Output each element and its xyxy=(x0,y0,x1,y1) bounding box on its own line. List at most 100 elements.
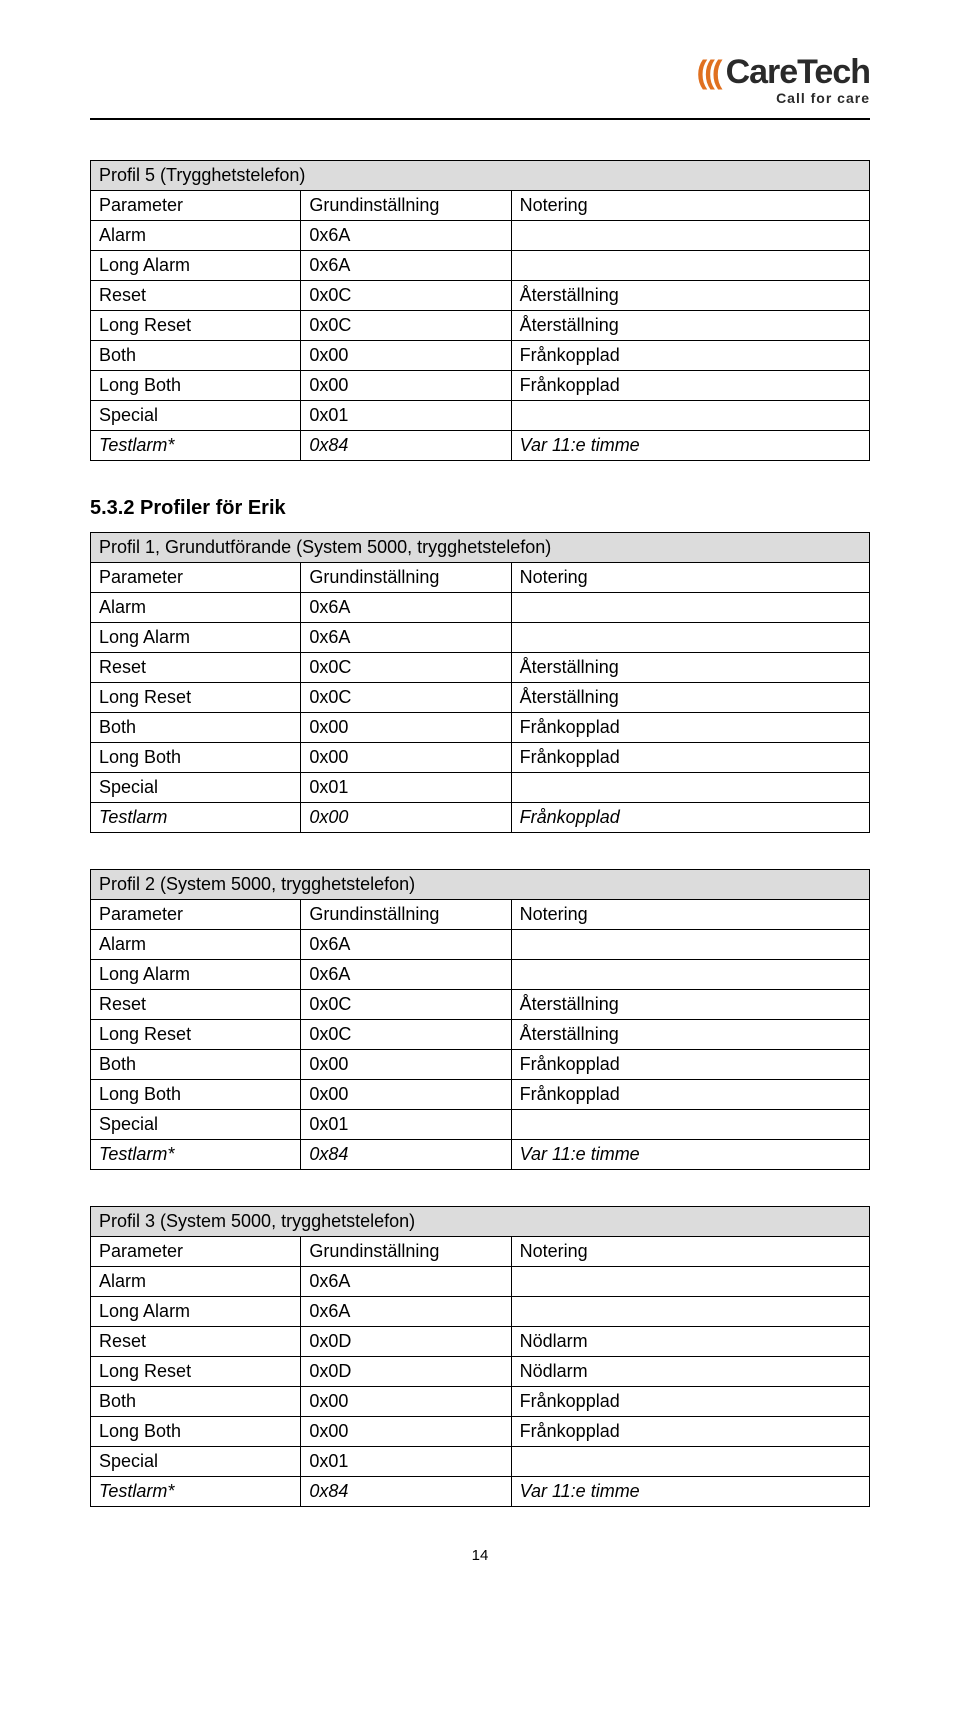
table-header-cell: Grundinställning xyxy=(301,900,511,930)
table-row: Long Alarm0x6A xyxy=(91,1297,870,1327)
param-cell: Both xyxy=(91,1050,301,1080)
value-cell: 0x00 xyxy=(301,743,511,773)
param-cell: Special xyxy=(91,773,301,803)
value-cell: 0x00 xyxy=(301,1417,511,1447)
param-cell: Alarm xyxy=(91,1267,301,1297)
table-header-row: ParameterGrundinställningNotering xyxy=(91,900,870,930)
param-cell: Long Alarm xyxy=(91,960,301,990)
param-cell: Long Reset xyxy=(91,311,301,341)
note-cell xyxy=(511,1267,869,1297)
note-cell xyxy=(511,1297,869,1327)
table-row: Reset0x0DNödlarm xyxy=(91,1327,870,1357)
logo-waves-icon: ((( xyxy=(697,54,720,91)
table-row: Testlarm*0x84Var 11:e timme xyxy=(91,1477,870,1507)
value-cell: 0x6A xyxy=(301,221,511,251)
table-header-cell: Parameter xyxy=(91,563,301,593)
table-row: Alarm0x6A xyxy=(91,1267,870,1297)
param-cell: Long Both xyxy=(91,1080,301,1110)
note-cell xyxy=(511,960,869,990)
param-cell: Reset xyxy=(91,990,301,1020)
profile-table: Profil 2 (System 5000, trygghetstelefon)… xyxy=(90,869,870,1170)
section-heading: 5.3.2 Profiler för Erik xyxy=(90,497,870,520)
value-cell: 0x6A xyxy=(301,593,511,623)
param-cell: Both xyxy=(91,1387,301,1417)
table-row: Long Alarm0x6A xyxy=(91,623,870,653)
table-title: Profil 2 (System 5000, trygghetstelefon) xyxy=(91,870,870,900)
note-cell xyxy=(511,623,869,653)
param-cell: Special xyxy=(91,1447,301,1477)
note-cell: Återställning xyxy=(511,653,869,683)
table-row: Both0x00Frånkopplad xyxy=(91,713,870,743)
table-row: Testlarm0x00Frånkopplad xyxy=(91,803,870,833)
table-header-cell: Parameter xyxy=(91,900,301,930)
value-cell: 0x6A xyxy=(301,1267,511,1297)
note-cell xyxy=(511,1447,869,1477)
param-cell: Long Alarm xyxy=(91,1297,301,1327)
param-cell: Testlarm* xyxy=(91,1477,301,1507)
table-row: Long Reset0x0CÅterställning xyxy=(91,683,870,713)
note-cell: Frånkopplad xyxy=(511,713,869,743)
param-cell: Special xyxy=(91,1110,301,1140)
param-cell: Both xyxy=(91,341,301,371)
logo-main: ((( CareTech xyxy=(697,53,870,92)
note-cell: Frånkopplad xyxy=(511,803,869,833)
value-cell: 0x0C xyxy=(301,990,511,1020)
value-cell: 0x01 xyxy=(301,1110,511,1140)
table-row: Both0x00Frånkopplad xyxy=(91,1050,870,1080)
logo-tagline: Call for care xyxy=(776,90,870,106)
table-row: Long Both0x00Frånkopplad xyxy=(91,1417,870,1447)
note-cell: Frånkopplad xyxy=(511,371,869,401)
value-cell: 0x6A xyxy=(301,1297,511,1327)
table-row: Special0x01 xyxy=(91,401,870,431)
table-header-cell: Grundinställning xyxy=(301,191,511,221)
note-cell: Nödlarm xyxy=(511,1327,869,1357)
param-cell: Long Reset xyxy=(91,683,301,713)
param-cell: Alarm xyxy=(91,221,301,251)
param-cell: Testlarm* xyxy=(91,1140,301,1170)
note-cell xyxy=(511,930,869,960)
note-cell: Frånkopplad xyxy=(511,1080,869,1110)
table-header-cell: Parameter xyxy=(91,1237,301,1267)
param-cell: Long Reset xyxy=(91,1020,301,1050)
table-row: Alarm0x6A xyxy=(91,221,870,251)
param-cell: Testlarm xyxy=(91,803,301,833)
value-cell: 0x84 xyxy=(301,1140,511,1170)
table-row: Testlarm*0x84Var 11:e timme xyxy=(91,1140,870,1170)
table-row: Reset0x0CÅterställning xyxy=(91,653,870,683)
param-cell: Alarm xyxy=(91,930,301,960)
note-cell xyxy=(511,593,869,623)
profile-table: Profil 5 (Trygghetstelefon)ParameterGrun… xyxy=(90,160,870,461)
table-header-cell: Notering xyxy=(511,563,869,593)
table-header-row: ParameterGrundinställningNotering xyxy=(91,1237,870,1267)
table-row: Long Both0x00Frånkopplad xyxy=(91,1080,870,1110)
note-cell: Frånkopplad xyxy=(511,1387,869,1417)
table-title: Profil 3 (System 5000, trygghetstelefon) xyxy=(91,1207,870,1237)
value-cell: 0x0D xyxy=(301,1357,511,1387)
value-cell: 0x0C xyxy=(301,1020,511,1050)
note-cell: Frånkopplad xyxy=(511,341,869,371)
param-cell: Reset xyxy=(91,653,301,683)
profile-table: Profil 3 (System 5000, trygghetstelefon)… xyxy=(90,1206,870,1507)
note-cell: Var 11:e timme xyxy=(511,1140,869,1170)
table-row: Special0x01 xyxy=(91,1447,870,1477)
value-cell: 0x01 xyxy=(301,1447,511,1477)
value-cell: 0x00 xyxy=(301,1387,511,1417)
logo: ((( CareTech Call for care xyxy=(697,53,870,106)
value-cell: 0x00 xyxy=(301,371,511,401)
value-cell: 0x00 xyxy=(301,341,511,371)
table-row: Special0x01 xyxy=(91,1110,870,1140)
value-cell: 0x6A xyxy=(301,930,511,960)
value-cell: 0x84 xyxy=(301,1477,511,1507)
table-header-cell: Notering xyxy=(511,900,869,930)
value-cell: 0x0D xyxy=(301,1327,511,1357)
note-cell: Frånkopplad xyxy=(511,1050,869,1080)
param-cell: Reset xyxy=(91,1327,301,1357)
table-row: Alarm0x6A xyxy=(91,593,870,623)
value-cell: 0x0C xyxy=(301,683,511,713)
page-header: ((( CareTech Call for care xyxy=(90,40,870,120)
note-cell xyxy=(511,1110,869,1140)
note-cell: Frånkopplad xyxy=(511,743,869,773)
note-cell: Frånkopplad xyxy=(511,1417,869,1447)
param-cell: Reset xyxy=(91,281,301,311)
note-cell xyxy=(511,221,869,251)
